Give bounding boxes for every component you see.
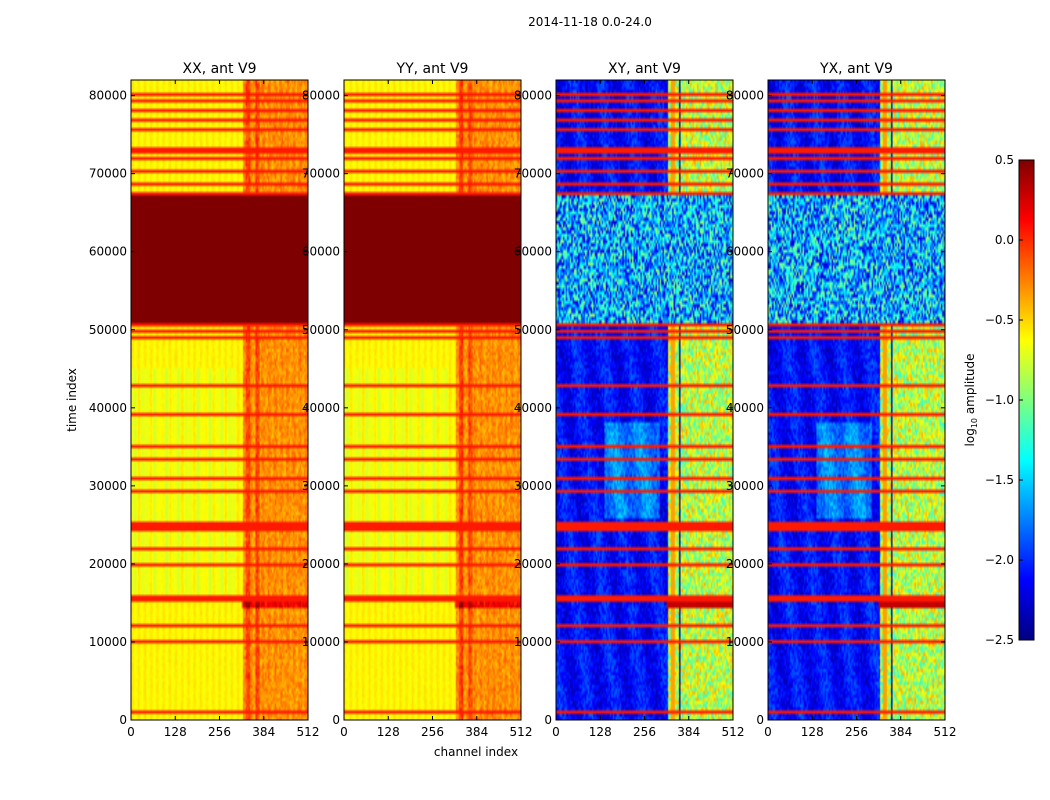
heatmap-image-xy	[556, 80, 733, 720]
panel-xy: XY, ant V9 0 128 256 384 512 0 10000 20000 30000 4…	[514, 61, 745, 739]
y-tick-label: 10000	[302, 635, 340, 649]
x-tick-label: 0	[127, 725, 135, 739]
x-tick-label: 256	[208, 725, 231, 739]
x-tick-label: 384	[465, 725, 488, 739]
x-tick-label: 0	[552, 725, 560, 739]
y-tick-label: 40000	[514, 401, 552, 415]
y-tick-label: 30000	[514, 479, 552, 493]
x-tick-label: 512	[297, 725, 320, 739]
y-tick-label: 60000	[302, 245, 340, 259]
x-tick-label: 512	[510, 725, 533, 739]
panel-xx: XX, ant V9 0 128 256 384 512 0 10000 20000 30000 4…	[89, 61, 320, 739]
x-tick-label: 256	[421, 725, 444, 739]
y-tick-label: 80000	[726, 89, 764, 103]
y-tick-label: 30000	[726, 479, 764, 493]
panel-title-yx: YX, ant V9	[819, 61, 893, 77]
y-tick-label: 20000	[726, 557, 764, 571]
x-tick-label: 384	[252, 725, 275, 739]
y-tick-label: 70000	[89, 167, 127, 181]
x-tick-label: 256	[633, 725, 656, 739]
heatmap-panels: XX, ant V9 0 128 256 384 512 0 10000 20000 30000 4…	[89, 61, 957, 739]
x-tick-label: 256	[845, 725, 868, 739]
panel-yy: YY, ant V9 0 128 256 384 512 0 10000 20000 30000 4…	[302, 61, 533, 739]
panel-title-yy: YY, ant V9	[396, 61, 469, 77]
y-tick-label: 50000	[302, 323, 340, 337]
figure-title: 2014-11-18 0.0-24.0	[528, 15, 652, 29]
y-tick-label: 50000	[726, 323, 764, 337]
x-tick-label: 128	[589, 725, 612, 739]
y-tick-label: 60000	[514, 245, 552, 259]
y-tick-label: 60000	[89, 245, 127, 259]
colorbar-tick-label: −2.5	[985, 633, 1014, 647]
y-tick-label: 10000	[89, 635, 127, 649]
y-axis-label: time index	[65, 368, 79, 432]
colorbar-tick-label: 0.0	[995, 233, 1014, 247]
y-tick-label: 60000	[726, 245, 764, 259]
y-tick-label: 30000	[302, 479, 340, 493]
y-tick-label: 20000	[514, 557, 552, 571]
y-tick-label: 30000	[89, 479, 127, 493]
panel-title-xy: XY, ant V9	[608, 61, 681, 77]
colorbar-label: log10 amplitude	[963, 354, 979, 447]
x-tick-label: 384	[889, 725, 912, 739]
heatmap-image-xx	[131, 80, 308, 720]
y-tick-label: 10000	[726, 635, 764, 649]
y-tick-label: 70000	[726, 167, 764, 181]
y-tick-label: 70000	[302, 167, 340, 181]
y-tick-label: 80000	[302, 89, 340, 103]
y-tick-label: 40000	[89, 401, 127, 415]
y-tick-label: 0	[332, 713, 340, 727]
y-tick-label: 0	[544, 713, 552, 727]
y-tick-label: 0	[756, 713, 764, 727]
colorbar-tick-label: −2.0	[985, 553, 1014, 567]
x-tick-label: 512	[722, 725, 745, 739]
y-tick-label: 50000	[89, 323, 127, 337]
colorbar-tick-label: 0.5	[995, 153, 1014, 167]
heatmap-image-yy	[344, 80, 521, 720]
x-tick-label: 0	[764, 725, 772, 739]
x-tick-label: 0	[340, 725, 348, 739]
y-tick-label: 80000	[89, 89, 127, 103]
x-tick-label: 512	[934, 725, 957, 739]
heatmap-image-yx	[768, 80, 945, 720]
y-tick-label: 10000	[514, 635, 552, 649]
panel-yx: YX, ant V9 0 128 256 384 512 0 10000 20000 30000 4…	[726, 61, 957, 739]
panel-title-xx: XX, ant V9	[183, 61, 257, 77]
y-tick-label: 20000	[302, 557, 340, 571]
colorbar-tick-label: −0.5	[985, 313, 1014, 327]
colorbar-tick-label: −1.5	[985, 473, 1014, 487]
colorbar: 0.5 0.0 −0.5 −1.0 −1.5 −2.0 −2.5 log10 amplitud…	[963, 153, 1035, 647]
y-tick-label: 40000	[302, 401, 340, 415]
x-tick-label: 128	[164, 725, 187, 739]
y-tick-label: 20000	[89, 557, 127, 571]
y-tick-label: 50000	[514, 323, 552, 337]
y-tick-label: 40000	[726, 401, 764, 415]
colorbar-tick-label: −1.0	[985, 393, 1014, 407]
x-tick-label: 128	[801, 725, 824, 739]
x-tick-label: 128	[377, 725, 400, 739]
y-tick-label: 80000	[514, 89, 552, 103]
x-tick-label: 384	[677, 725, 700, 739]
y-tick-label: 70000	[514, 167, 552, 181]
y-tick-label: 0	[119, 713, 127, 727]
x-axis-label: channel index	[434, 745, 518, 759]
